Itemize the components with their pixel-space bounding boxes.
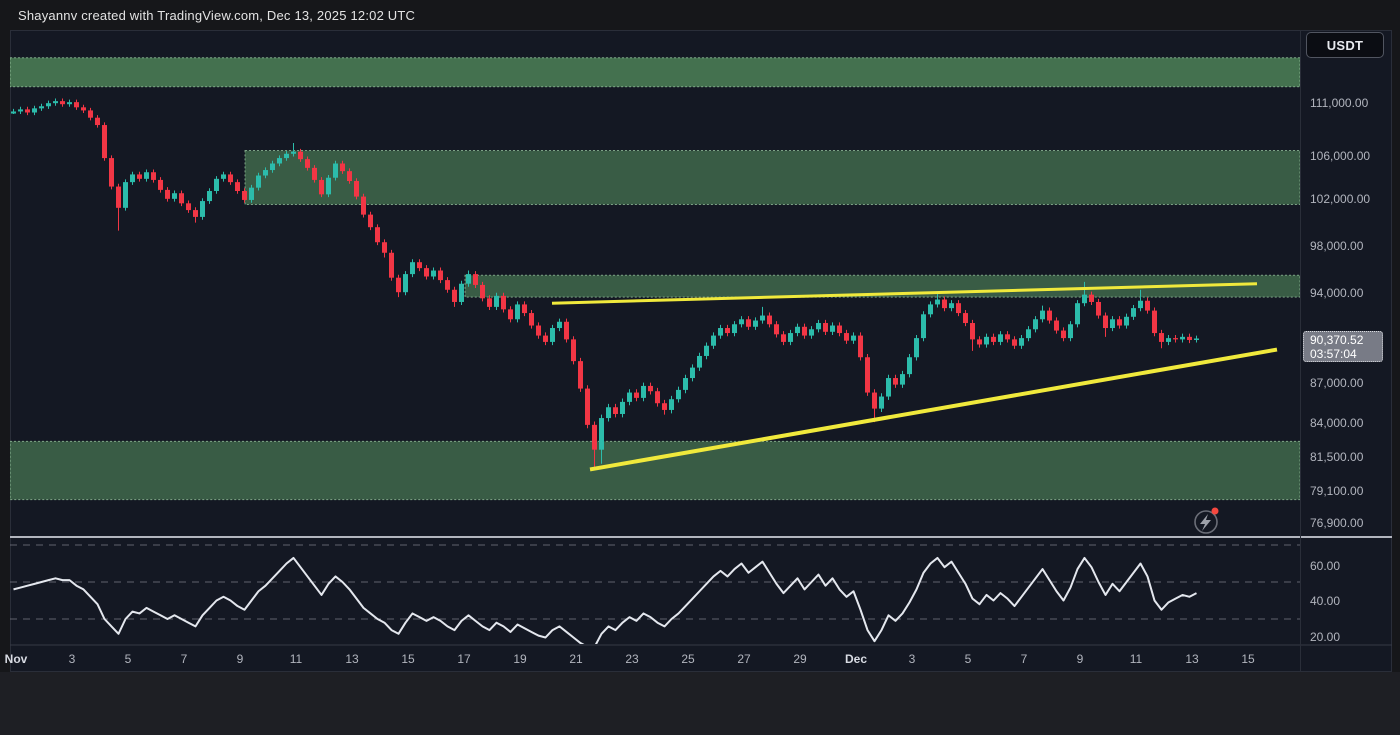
time-axis-label: 29 [793, 652, 807, 666]
time-axis-label: 3 [908, 652, 916, 666]
attribution-text: Shayannv created with TradingView.com, D… [18, 8, 416, 23]
price-axis-label: 102,000.00 [1310, 192, 1371, 206]
upper-flat-trendline[interactable] [551, 282, 1258, 305]
time-axis-label: 7 [1020, 652, 1028, 666]
time-axis-label: 17 [457, 652, 471, 666]
bar-countdown: 03:57:04 [1310, 347, 1357, 361]
time-axis-label: 13 [1185, 652, 1199, 666]
pane-frames [10, 31, 1392, 671]
time-axis-label: 15 [401, 652, 415, 666]
time-axis-label: 27 [737, 652, 751, 666]
time-axis-label: 15 [1241, 652, 1255, 666]
time-axis-label: 9 [236, 652, 244, 666]
time-axis-label: Dec [844, 652, 867, 666]
boost-icon[interactable] [1194, 507, 1219, 534]
header-bar: Shayannv created with TradingView.com, D… [0, 0, 1400, 30]
time-axis-label: 13 [345, 652, 359, 666]
chart-background [10, 30, 1392, 672]
price-axis-label: 84,000.00 [1310, 416, 1364, 430]
last-price-value: 90,370.52 [1310, 333, 1364, 347]
candles-layer [11, 98, 1199, 470]
time-axis-label: 3 [68, 652, 76, 666]
price-axis-label: 106,000.00 [1310, 149, 1371, 163]
trendlines-layer[interactable] [551, 282, 1278, 472]
time-axis-label: Nov [4, 652, 28, 666]
rsi-axis-label: 60.00 [1310, 559, 1341, 573]
footer-bar: TradingView @ asaph1 [0, 672, 1400, 735]
resistance-zone-upper[interactable] [10, 57, 1300, 88]
rsi-line [13, 556, 1197, 644]
time-axis-label: 5 [964, 652, 972, 666]
time-axis-label: 11 [1129, 652, 1143, 666]
zones-layer[interactable] [10, 57, 1300, 501]
rising-support-trendline[interactable] [589, 347, 1278, 472]
time-axis-label: 25 [681, 652, 695, 666]
support-zone-80k[interactable] [10, 440, 1300, 501]
notification-dot [1211, 507, 1219, 515]
last-price-badge[interactable]: 90,370.52 03:57:04 [1303, 331, 1383, 362]
time-axis-label: 5 [124, 652, 132, 666]
price-axis-label: 94,000.00 [1310, 286, 1364, 300]
time-axis-label: 21 [569, 652, 583, 666]
rsi-indicator-layer [10, 544, 1300, 644]
time-axis-label: 7 [180, 652, 188, 666]
symbol-currency-button[interactable]: USDT [1306, 32, 1384, 58]
price-axis-label: 81,500.00 [1310, 450, 1364, 464]
resistance-zone-106k[interactable] [244, 150, 1300, 205]
rsi-axis-label: 20.00 [1310, 630, 1341, 644]
price-axis-label: 76,900.00 [1310, 516, 1364, 530]
time-axis-label: 11 [289, 652, 303, 666]
time-axis-label: 23 [625, 652, 639, 666]
rsi-axis-label: 40.00 [1310, 594, 1341, 608]
price-axis-label: 87,000.00 [1310, 376, 1364, 390]
price-axis-label: 111,000.00 [1310, 96, 1369, 110]
price-axis-label: 98,000.00 [1310, 239, 1364, 253]
time-axis-label: 19 [513, 652, 527, 666]
time-axis-label: 9 [1076, 652, 1084, 666]
lightning-bolt-icon [1200, 514, 1211, 531]
price-axis-label: 79,100.00 [1310, 484, 1364, 498]
